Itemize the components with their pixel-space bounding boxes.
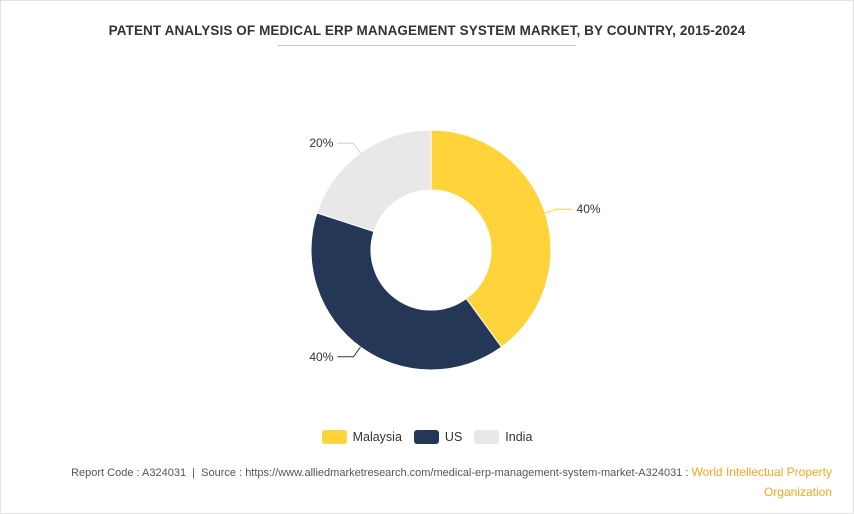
footer-colon: : [682, 467, 692, 479]
footer-separator: | [186, 467, 202, 479]
legend-item-us[interactable]: US [413, 430, 463, 444]
leader-line-malaysia [544, 208, 573, 214]
legend-swatch-india [474, 430, 500, 444]
source-label: Source : [201, 467, 246, 479]
data-label-malaysia: 40% [577, 202, 601, 216]
legend-swatch-malaysia [321, 430, 347, 444]
data-label-india: 20% [309, 136, 333, 150]
leader-line-us [337, 346, 361, 358]
donut-slice-us[interactable] [310, 212, 503, 371]
source-url[interactable]: https://www.alliedmarketresearch.com/med… [245, 467, 683, 479]
chart-title: PATENT ANALYSIS OF MEDICAL ERP MANAGEMEN… [108, 23, 746, 38]
donut-slice-malaysia[interactable] [430, 129, 552, 348]
source-organization-line2: Organization [763, 485, 832, 499]
slice-labels: 40% 40% 20% [309, 136, 601, 364]
chart-footer: Report Code : A324031 | Source : https:/… [0, 463, 832, 503]
legend-swatch-us [413, 430, 439, 444]
report-code: A324031 [142, 467, 187, 479]
legend-item-malaysia[interactable]: Malaysia [321, 430, 402, 444]
legend-label-us: US [444, 430, 463, 444]
legend-item-india[interactable]: India [474, 430, 532, 444]
legend-label-india: India [505, 430, 533, 444]
data-label-us: 40% [309, 350, 333, 364]
source-organization-line1: World Intellectual Property [691, 465, 832, 479]
title-underline [278, 45, 576, 46]
chart-legend: Malaysia US India [0, 430, 854, 444]
report-code-label: Report Code : [71, 467, 143, 479]
donut-slices [310, 129, 552, 371]
footer-line2: Organization [0, 483, 832, 503]
footer-line1: Report Code : A324031 | Source : https:/… [0, 463, 832, 483]
leader-line-india [337, 142, 361, 154]
slice-leader-lines [337, 142, 573, 358]
legend-label-malaysia: Malaysia [352, 430, 402, 444]
donut-slice-india[interactable] [316, 129, 432, 233]
